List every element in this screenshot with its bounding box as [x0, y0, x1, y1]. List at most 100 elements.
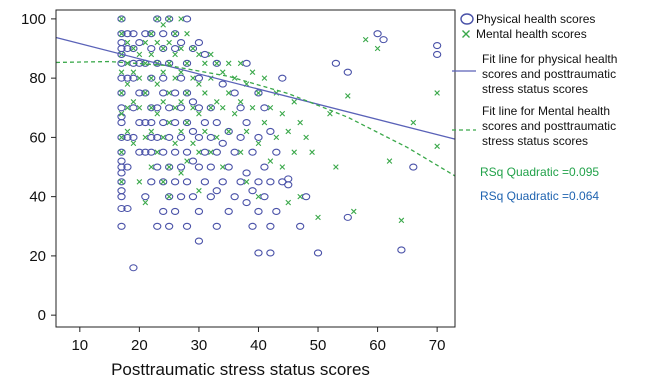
- physical-point: [236, 133, 245, 141]
- physical-point: [159, 119, 168, 127]
- mental-point: [136, 75, 143, 81]
- mental-point: [219, 104, 226, 111]
- legend-label-mental: Mental health scores: [476, 27, 587, 41]
- fit-lines-layer: [55, 36, 456, 177]
- physical-point: [284, 181, 293, 189]
- physical-point: [313, 249, 323, 257]
- physical-point: [153, 222, 162, 230]
- physical-point: [135, 89, 144, 97]
- rsq-physical-label: RSq Quadratic =0.064: [480, 189, 599, 203]
- physical-point: [117, 193, 126, 201]
- physical-point: [164, 163, 174, 171]
- physical-point: [141, 30, 150, 38]
- physical-point: [123, 204, 132, 213]
- mental-point: [118, 90, 125, 96]
- physical-point: [117, 59, 126, 67]
- mental-point: [261, 75, 268, 81]
- physical-point: [147, 178, 156, 186]
- mental-point: [279, 110, 286, 117]
- physical-point: [236, 178, 245, 186]
- annotation-mental-fit-line-2: scores and posttraumatic: [482, 119, 616, 133]
- mental-point: [214, 60, 220, 67]
- physical-point: [159, 89, 168, 97]
- mental-point: [285, 199, 292, 206]
- mental-point: [160, 69, 166, 76]
- physical-point: [266, 222, 275, 230]
- physical-point: [182, 178, 192, 186]
- mental-point: [118, 134, 125, 141]
- mental-point: [148, 128, 155, 135]
- physical-point: [254, 89, 263, 97]
- annotation-mental-fit-line-1: Fit line for Mental health: [482, 104, 610, 118]
- physical-point: [182, 15, 192, 23]
- mental-point: [231, 75, 238, 81]
- mental-point: [184, 158, 190, 164]
- annotation-mental-fit: Fit line for Mental health scores and po…: [452, 104, 616, 148]
- legend-x-marker-icon: [462, 30, 470, 38]
- physical-point: [224, 207, 233, 216]
- physical-point: [141, 148, 150, 156]
- physical-point: [188, 44, 198, 53]
- physical-point: [117, 89, 126, 97]
- mental-point: [166, 164, 172, 170]
- physical-point: [260, 104, 269, 112]
- mental-point: [219, 164, 226, 170]
- mental-point: [142, 134, 149, 141]
- mental-point: [172, 104, 178, 111]
- mental-point: [166, 60, 172, 67]
- physical-point: [248, 148, 257, 156]
- mental-point: [190, 45, 196, 52]
- physical-point: [176, 74, 186, 82]
- physical-point: [117, 15, 126, 23]
- mental-point: [208, 149, 214, 155]
- mental-point: [184, 30, 190, 37]
- physical-point: [331, 59, 341, 67]
- physical-point: [117, 157, 126, 165]
- physical-point: [123, 163, 132, 171]
- physical-point: [164, 104, 174, 112]
- physical-point: [141, 89, 150, 97]
- physical-point: [194, 104, 204, 112]
- physical-point: [343, 213, 352, 221]
- physical-point: [117, 113, 126, 121]
- mental-point: [142, 39, 149, 46]
- physical-point: [182, 89, 192, 97]
- mental-point: [178, 99, 184, 105]
- mental-point: [178, 45, 184, 52]
- mental-point: [374, 45, 381, 52]
- physical-point: [212, 119, 221, 127]
- annotation-physical-fit-line-1: Fit line for physical health: [482, 52, 617, 66]
- physical-point: [129, 30, 138, 38]
- mental-point: [136, 51, 143, 58]
- physical-point: [123, 74, 132, 82]
- physical-point: [296, 222, 305, 230]
- physical-point: [129, 133, 138, 141]
- physical-point: [397, 246, 406, 254]
- mental-point: [154, 81, 161, 87]
- mental-point: [267, 158, 274, 164]
- mental-point: [196, 187, 202, 194]
- mental-point: [190, 104, 196, 111]
- mental-point: [190, 140, 196, 147]
- physical-point: [170, 178, 180, 186]
- physical-point: [129, 264, 138, 272]
- physical-point: [170, 30, 180, 38]
- mental-point: [178, 128, 184, 135]
- mental-point: [225, 90, 232, 96]
- physical-point: [135, 119, 144, 127]
- physical-point: [373, 30, 382, 38]
- mental-point: [130, 45, 137, 52]
- physical-point: [206, 133, 215, 141]
- mental-point: [196, 51, 202, 58]
- mental-point: [148, 75, 155, 81]
- physical-point: [194, 39, 204, 47]
- physical-point: [117, 119, 126, 127]
- physical-point: [176, 193, 186, 201]
- x-axis: 10 20 30 40 50 60 70: [71, 327, 445, 354]
- mental-point: [166, 90, 172, 96]
- physical-point: [164, 133, 174, 141]
- y-tick-label: 60: [29, 129, 46, 146]
- mental-point: [202, 128, 208, 135]
- physical-point: [147, 104, 156, 112]
- plot-frame: [55, 9, 456, 328]
